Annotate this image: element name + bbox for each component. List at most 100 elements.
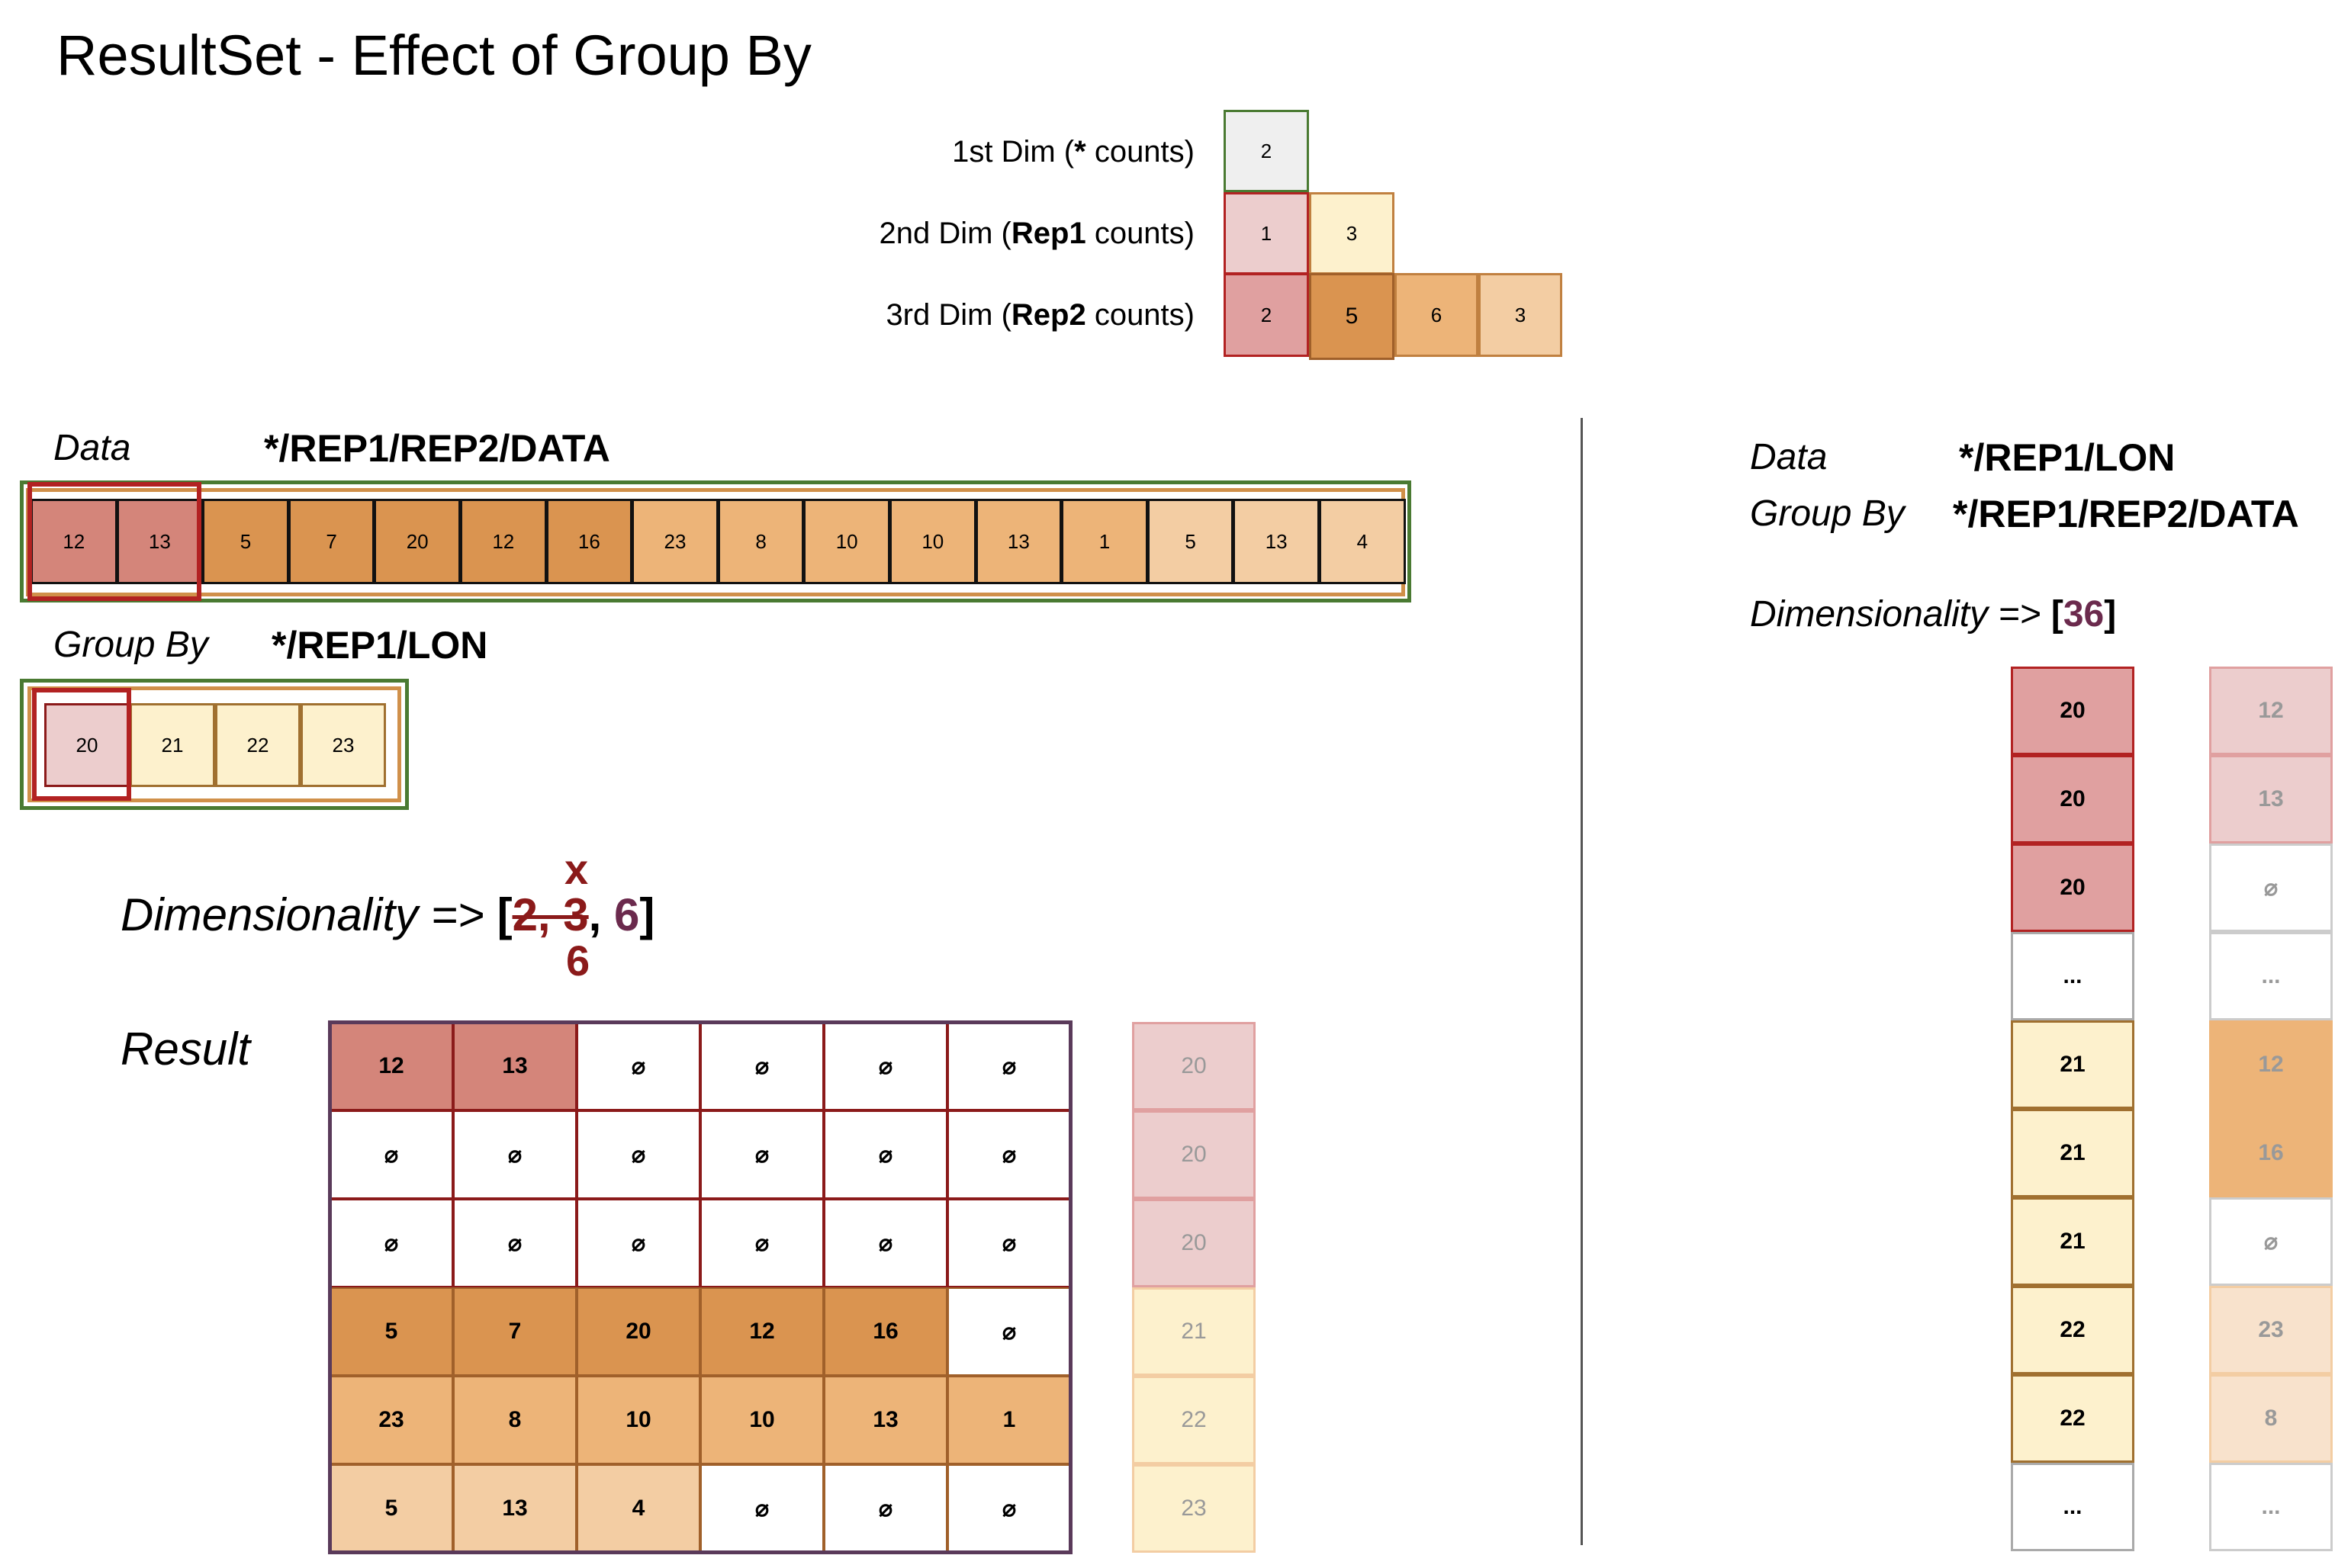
result-cell: ⌀ — [700, 1022, 824, 1110]
groupby-orange-border — [27, 686, 401, 802]
page-title: ResultSet - Effect of Group By — [56, 24, 812, 87]
dim2-label: 2nd Dim (Rep1 counts) — [879, 217, 1195, 250]
dim1-label: 1st Dim (* counts) — [952, 135, 1195, 169]
product-6-annotation: 6 — [566, 937, 590, 985]
dimensionality-label: Dimensionality => [2, 3, 6] — [121, 889, 655, 940]
right-key-cell: 22 — [2011, 1374, 2134, 1463]
groupby-value-cell: 22 — [215, 703, 301, 787]
groupby-value-cell: 20 — [44, 703, 130, 787]
right-key-cell: 21 — [2011, 1197, 2134, 1286]
result-cell: ⌀ — [700, 1464, 824, 1553]
data-outer-border — [20, 480, 1411, 602]
right-value-cell: ⌀ — [2209, 1197, 2333, 1286]
right-key-cell: 20 — [2011, 843, 2134, 932]
groupby-value-cell: 23 — [301, 703, 386, 787]
right-key-cell: 21 — [2011, 1020, 2134, 1109]
result-cell: ⌀ — [947, 1464, 1071, 1553]
data-value-cell: 8 — [717, 499, 805, 584]
result-cell: ⌀ — [577, 1022, 700, 1110]
groupby-label: Group By — [53, 625, 208, 665]
result-cell: ⌀ — [330, 1199, 453, 1287]
data-value-cell: 4 — [1319, 499, 1406, 584]
dim3-count-cell: 6 — [1394, 273, 1478, 357]
data-value-cell: 12 — [460, 499, 547, 584]
result-cell: 13 — [824, 1376, 947, 1464]
result-cell: ⌀ — [700, 1199, 824, 1287]
multiply-x-annotation: x — [564, 845, 589, 893]
result-cell: 13 — [453, 1022, 577, 1110]
dim3-count-cell: 5 — [1309, 273, 1394, 360]
result-cell: 23 — [330, 1376, 453, 1464]
dim1-count-cell: 2 — [1224, 110, 1309, 192]
result-key-cell: 20 — [1132, 1110, 1256, 1199]
groupby-outer-border — [20, 679, 409, 810]
right-value-cell: 13 — [2209, 755, 2333, 843]
right-groupby-path: */REP1/REP2/DATA — [1953, 493, 2299, 535]
dim2-count-cell: 3 — [1309, 192, 1394, 275]
right-data-label: Data — [1750, 437, 1828, 477]
right-value-cell: 12 — [2209, 1020, 2333, 1109]
result-cell: 20 — [577, 1287, 700, 1376]
data-value-cell: 5 — [202, 499, 289, 584]
result-cell: ⌀ — [453, 1110, 577, 1199]
dim3-count-cell: 3 — [1478, 273, 1562, 357]
result-cell: 13 — [453, 1464, 577, 1553]
result-cell: ⌀ — [453, 1199, 577, 1287]
dim3-label: 3rd Dim (Rep2 counts) — [886, 298, 1195, 332]
result-key-cell: 21 — [1132, 1287, 1256, 1376]
right-value-cell: 12 — [2209, 667, 2333, 755]
result-cell: ⌀ — [577, 1199, 700, 1287]
right-key-cell: 20 — [2011, 755, 2134, 843]
result-cell: 4 — [577, 1464, 700, 1553]
data-value-cell: 16 — [545, 499, 633, 584]
result-cell: ⌀ — [824, 1022, 947, 1110]
result-cell: ⌀ — [330, 1110, 453, 1199]
data-value-cell: 20 — [374, 499, 461, 584]
data-value-cell: 1 — [1061, 499, 1148, 584]
result-key-cell: 23 — [1132, 1464, 1256, 1553]
result-cell: ⌀ — [947, 1199, 1071, 1287]
result-cell: 5 — [330, 1464, 453, 1553]
dim3-count-cell: 2 — [1224, 273, 1309, 357]
data-value-cell: 12 — [31, 499, 117, 584]
right-dimensionality-label: Dimensionality => [36] — [1750, 594, 2117, 635]
result-cell: ⌀ — [824, 1464, 947, 1553]
right-key-cell: 20 — [2011, 667, 2134, 755]
result-cell: ⌀ — [947, 1287, 1071, 1376]
data-label: Data — [53, 428, 131, 468]
result-cell: 8 — [453, 1376, 577, 1464]
result-cell: 5 — [330, 1287, 453, 1376]
result-cell: ⌀ — [947, 1022, 1071, 1110]
result-key-cell: 20 — [1132, 1199, 1256, 1287]
result-label: Result — [121, 1023, 251, 1075]
groupby-value-cell: 21 — [130, 703, 215, 787]
result-cell: ⌀ — [824, 1199, 947, 1287]
data-value-cell: 13 — [975, 499, 1063, 584]
result-cell: 10 — [577, 1376, 700, 1464]
result-key-cell: 20 — [1132, 1022, 1256, 1110]
data-value-cell: 23 — [632, 499, 719, 584]
result-cell: 12 — [330, 1022, 453, 1110]
result-cell: ⌀ — [700, 1110, 824, 1199]
result-cell: ⌀ — [947, 1110, 1071, 1199]
result-cell: 16 — [824, 1287, 947, 1376]
section-divider — [1581, 418, 1583, 1545]
dim2-count-cell: 1 — [1224, 192, 1309, 275]
result-key-cell: 22 — [1132, 1376, 1256, 1464]
result-cell: ⌀ — [824, 1110, 947, 1199]
right-key-cell: 21 — [2011, 1109, 2134, 1197]
data-value-cell: 10 — [889, 499, 976, 584]
right-value-cell: 23 — [2209, 1286, 2333, 1374]
data-red-highlight — [27, 482, 201, 601]
right-value-cell: 16 — [2209, 1109, 2333, 1197]
right-key-cell: ... — [2011, 932, 2134, 1020]
right-key-cell: ... — [2011, 1463, 2134, 1551]
groupby-red-highlight — [32, 688, 131, 801]
right-key-cell: 22 — [2011, 1286, 2134, 1374]
data-value-cell: 7 — [288, 499, 375, 584]
result-cell: 1 — [947, 1376, 1071, 1464]
right-data-path: */REP1/LON — [1959, 436, 2176, 479]
result-cell: 7 — [453, 1287, 577, 1376]
data-value-cell: 13 — [1233, 499, 1320, 584]
right-value-cell: ⌀ — [2209, 843, 2333, 932]
